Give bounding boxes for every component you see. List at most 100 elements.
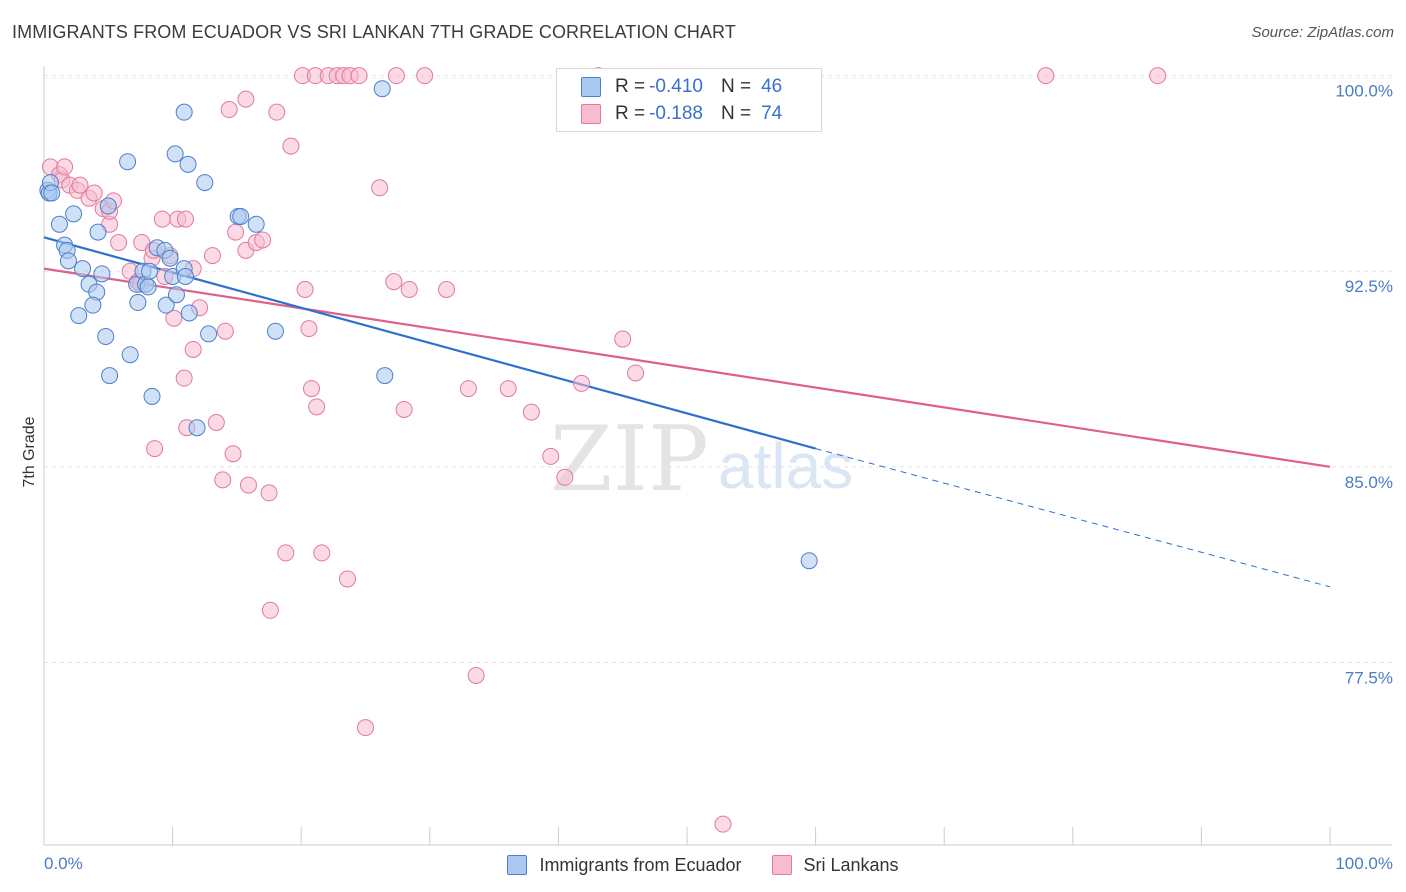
point-srilanka [296, 281, 314, 299]
point-srilanka [220, 101, 238, 119]
stats-row-ecuador: R = -0.410 N = 46 [581, 74, 782, 100]
point-ecuador [180, 304, 198, 322]
r-value: -0.410 [649, 76, 703, 97]
point-srilanka [522, 403, 540, 421]
point-srilanka [371, 179, 389, 197]
point-ecuador [167, 286, 185, 304]
point-ecuador [129, 294, 147, 312]
point-ecuador [43, 184, 61, 202]
point-ecuador [140, 262, 158, 280]
point-ecuador [179, 155, 197, 173]
point-ecuador [84, 296, 102, 314]
source-credit: Source: ZipAtlas.com [1251, 24, 1394, 41]
point-ecuador [50, 215, 68, 233]
point-srilanka [175, 369, 193, 387]
point-srilanka [387, 67, 405, 85]
point-srilanka [338, 570, 356, 588]
point-srilanka [216, 322, 234, 340]
point-srilanka [239, 476, 257, 494]
point-ecuador [89, 223, 107, 241]
point-srilanka [176, 210, 194, 228]
point-srilanka [714, 815, 732, 833]
stats-row-srilanka: R = -0.188 N = 74 [581, 101, 782, 127]
point-srilanka [416, 67, 434, 85]
point-ecuador [196, 174, 214, 192]
point-ecuador [161, 249, 179, 267]
point-ecuador [121, 346, 139, 364]
point-ecuador [97, 327, 115, 345]
point-srilanka [261, 601, 279, 619]
stats-legend: R = -0.410 N = 46 R = -0.188 N = 74 [556, 68, 822, 132]
point-srilanka [224, 445, 242, 463]
legend-item-ecuador[interactable]: Immigrants from Ecuador [507, 855, 742, 876]
point-srilanka [627, 364, 645, 382]
point-srilanka [308, 398, 326, 416]
point-ecuador [59, 252, 77, 270]
point-ecuador [200, 325, 218, 343]
data-points [39, 67, 1167, 833]
point-srilanka [556, 468, 574, 486]
x-tick-label: 100.0% [1335, 854, 1393, 873]
point-srilanka [614, 330, 632, 348]
point-srilanka [146, 440, 164, 458]
point-srilanka [227, 223, 245, 241]
point-srilanka [214, 471, 232, 489]
point-srilanka [385, 273, 403, 291]
trend-line-ecuador-extension [815, 448, 1331, 588]
point-ecuador [247, 215, 265, 233]
y-tick-labels: 100.0% 92.5% 85.0% 77.5% [1335, 82, 1393, 688]
point-ecuador [175, 103, 193, 121]
point-srilanka [499, 380, 517, 398]
point-srilanka [153, 210, 171, 228]
point-srilanka [203, 247, 221, 265]
point-srilanka [165, 309, 183, 327]
n-label: N = [720, 76, 752, 97]
point-srilanka [357, 719, 374, 737]
point-ecuador [119, 153, 137, 171]
trend-line-ecuador [43, 236, 816, 450]
point-ecuador [166, 145, 184, 163]
point-srilanka [302, 380, 320, 398]
point-srilanka [350, 67, 368, 85]
y-tick-label: 100.0% [1335, 82, 1393, 101]
point-ecuador [65, 205, 83, 223]
point-ecuador [376, 367, 394, 385]
x-tick-labels: 0.0% 100.0% [44, 854, 1393, 873]
point-srilanka [207, 414, 225, 432]
point-srilanka [282, 137, 300, 155]
point-srilanka [542, 447, 560, 465]
n-value: 74 [761, 103, 783, 124]
point-srilanka [400, 281, 418, 299]
legend-item-srilanka[interactable]: Sri Lankans [771, 854, 899, 876]
n-label: N = [720, 103, 752, 124]
point-srilanka [56, 158, 74, 176]
point-srilanka [459, 380, 477, 398]
legend-swatch-blue [507, 855, 528, 875]
y-tick-label: 85.0% [1345, 473, 1393, 492]
point-srilanka [85, 184, 103, 202]
point-ecuador [157, 296, 175, 314]
point-srilanka [467, 666, 485, 684]
watermark-atlas: atlas [718, 430, 853, 502]
point-ecuador [176, 267, 194, 285]
point-ecuador [800, 552, 818, 570]
point-srilanka [268, 103, 286, 121]
point-ecuador [139, 278, 157, 296]
point-ecuador [143, 387, 161, 405]
legend-label: Sri Lankans [803, 854, 899, 875]
point-srilanka [1037, 67, 1055, 85]
point-ecuador [266, 322, 284, 340]
series-legend: Immigrants from Ecuador Sri Lankans [0, 852, 1406, 878]
point-ecuador [101, 367, 119, 385]
r-label: R = [615, 76, 646, 97]
point-srilanka [71, 176, 89, 194]
point-srilanka [277, 544, 295, 562]
y-tick-label: 77.5% [1345, 668, 1393, 687]
watermark-zip: ZIP [550, 407, 709, 512]
trend-line-srilanka [43, 267, 1331, 468]
n-value: 46 [761, 76, 783, 97]
point-ecuador [70, 307, 88, 325]
x-tick-label: 0.0% [44, 854, 83, 873]
chart-title: IMMIGRANTS FROM ECUADOR VS SRI LANKAN 7T… [12, 22, 736, 42]
